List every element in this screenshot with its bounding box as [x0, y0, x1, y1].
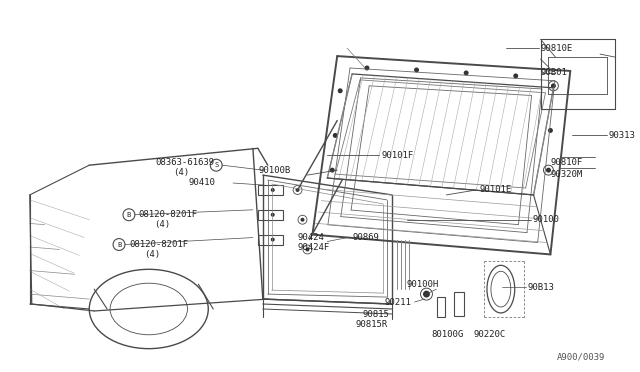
Text: 90424F: 90424F: [298, 243, 330, 252]
Text: 90100: 90100: [532, 215, 559, 224]
Text: 90211: 90211: [385, 298, 412, 307]
Text: 80100G: 80100G: [431, 330, 463, 339]
Circle shape: [271, 238, 275, 241]
Text: 90313: 90313: [609, 131, 636, 140]
Circle shape: [333, 133, 338, 138]
Text: 90869: 90869: [352, 233, 379, 242]
Text: 90100B: 90100B: [259, 166, 291, 174]
Text: 90424: 90424: [298, 233, 324, 242]
Text: (4): (4): [154, 220, 170, 229]
Text: A900/0039: A900/0039: [557, 352, 605, 361]
Text: (4): (4): [173, 168, 189, 177]
Circle shape: [551, 83, 556, 88]
Text: 90101F: 90101F: [382, 151, 414, 160]
Circle shape: [271, 188, 275, 192]
Circle shape: [546, 168, 551, 173]
Text: 90100H: 90100H: [406, 280, 439, 289]
Text: 90410: 90410: [188, 177, 215, 186]
Circle shape: [305, 247, 309, 251]
Text: 08363-61639: 08363-61639: [156, 158, 215, 167]
Text: 90810F: 90810F: [550, 158, 582, 167]
Text: 90B13: 90B13: [527, 283, 554, 292]
Text: B: B: [127, 212, 131, 218]
Circle shape: [296, 188, 300, 192]
Text: (4): (4): [144, 250, 160, 259]
Circle shape: [330, 168, 335, 173]
Text: 08120-8201F: 08120-8201F: [139, 210, 198, 219]
Bar: [437, 297, 445, 317]
Circle shape: [547, 168, 550, 172]
Circle shape: [365, 65, 369, 70]
Text: 90320M: 90320M: [550, 170, 582, 179]
Text: 90220C: 90220C: [473, 330, 506, 339]
Text: 08120-8201F: 08120-8201F: [129, 240, 188, 249]
Circle shape: [463, 70, 468, 76]
Bar: [454, 292, 464, 316]
Text: 90101E: 90101E: [479, 186, 511, 195]
Circle shape: [414, 67, 419, 73]
Text: 90B01: 90B01: [541, 68, 568, 77]
Text: 90815R: 90815R: [355, 320, 387, 329]
Circle shape: [301, 218, 305, 222]
Text: S: S: [214, 162, 218, 168]
Circle shape: [271, 213, 275, 217]
Circle shape: [552, 84, 556, 88]
Circle shape: [548, 128, 553, 133]
Text: 90810E: 90810E: [541, 44, 573, 53]
Text: B: B: [117, 241, 121, 247]
Circle shape: [338, 88, 342, 93]
Text: 90815: 90815: [362, 310, 389, 320]
Circle shape: [423, 291, 430, 298]
Circle shape: [513, 73, 518, 78]
